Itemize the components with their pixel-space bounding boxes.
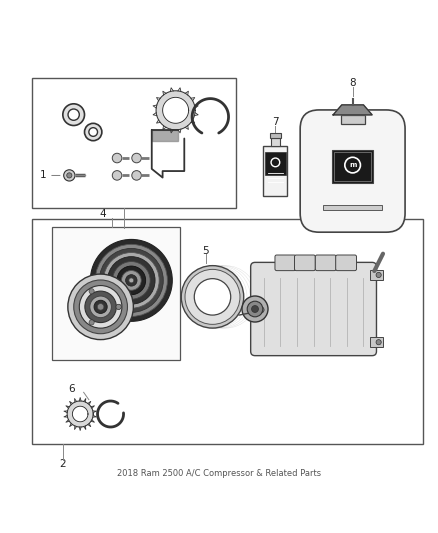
Bar <box>270 133 281 138</box>
Text: 4: 4 <box>99 209 106 220</box>
Circle shape <box>79 286 122 328</box>
Text: 7: 7 <box>272 117 279 127</box>
Bar <box>32 78 237 208</box>
Circle shape <box>85 291 117 322</box>
Circle shape <box>251 305 258 312</box>
Text: 2: 2 <box>60 459 66 469</box>
Circle shape <box>89 128 98 136</box>
Bar <box>264 146 287 196</box>
Circle shape <box>94 300 107 313</box>
Bar <box>341 115 364 124</box>
FancyBboxPatch shape <box>294 255 315 271</box>
Bar <box>271 138 280 146</box>
Circle shape <box>113 262 150 299</box>
Circle shape <box>121 271 141 290</box>
Circle shape <box>258 307 264 313</box>
Circle shape <box>132 171 141 180</box>
Circle shape <box>90 296 111 318</box>
Circle shape <box>89 320 94 325</box>
Bar <box>323 205 382 210</box>
Bar <box>334 152 371 181</box>
FancyBboxPatch shape <box>300 110 405 232</box>
Polygon shape <box>156 91 195 130</box>
Circle shape <box>89 289 94 294</box>
Bar <box>370 337 383 347</box>
Circle shape <box>108 256 155 304</box>
Polygon shape <box>162 98 189 123</box>
Circle shape <box>117 266 146 295</box>
Circle shape <box>97 304 104 310</box>
Circle shape <box>85 123 102 141</box>
Circle shape <box>116 304 121 310</box>
Circle shape <box>242 296 268 322</box>
FancyBboxPatch shape <box>275 255 296 271</box>
Circle shape <box>185 269 240 325</box>
Circle shape <box>90 239 172 321</box>
Circle shape <box>103 253 159 308</box>
Circle shape <box>112 154 122 163</box>
Circle shape <box>63 104 85 125</box>
Bar <box>32 219 423 445</box>
Circle shape <box>68 274 133 340</box>
Circle shape <box>132 154 141 163</box>
Polygon shape <box>333 105 372 115</box>
Text: m: m <box>349 162 356 168</box>
Circle shape <box>126 274 137 286</box>
Circle shape <box>74 280 127 334</box>
Text: 3: 3 <box>121 227 127 237</box>
Circle shape <box>64 169 75 181</box>
Text: 2018 Ram 2500 A/C Compressor & Related Parts: 2018 Ram 2500 A/C Compressor & Related P… <box>117 470 321 479</box>
FancyBboxPatch shape <box>336 255 357 271</box>
FancyBboxPatch shape <box>315 255 336 271</box>
Circle shape <box>112 171 122 180</box>
Bar <box>265 151 286 175</box>
Polygon shape <box>152 130 178 141</box>
Circle shape <box>99 248 163 312</box>
Bar <box>332 150 373 183</box>
Circle shape <box>67 173 72 178</box>
Text: 5: 5 <box>203 246 209 256</box>
Circle shape <box>376 272 381 278</box>
Bar <box>370 270 383 280</box>
Text: 1: 1 <box>40 171 46 180</box>
Text: 6: 6 <box>68 384 75 394</box>
FancyBboxPatch shape <box>251 262 377 356</box>
Circle shape <box>181 265 244 328</box>
Circle shape <box>68 109 79 120</box>
Circle shape <box>129 278 134 283</box>
Circle shape <box>376 340 381 345</box>
Circle shape <box>247 301 263 317</box>
Circle shape <box>95 244 167 317</box>
Circle shape <box>116 304 121 310</box>
Bar <box>52 228 180 360</box>
Text: 8: 8 <box>350 78 356 88</box>
Polygon shape <box>72 406 88 422</box>
Polygon shape <box>67 401 93 427</box>
Circle shape <box>194 279 231 315</box>
